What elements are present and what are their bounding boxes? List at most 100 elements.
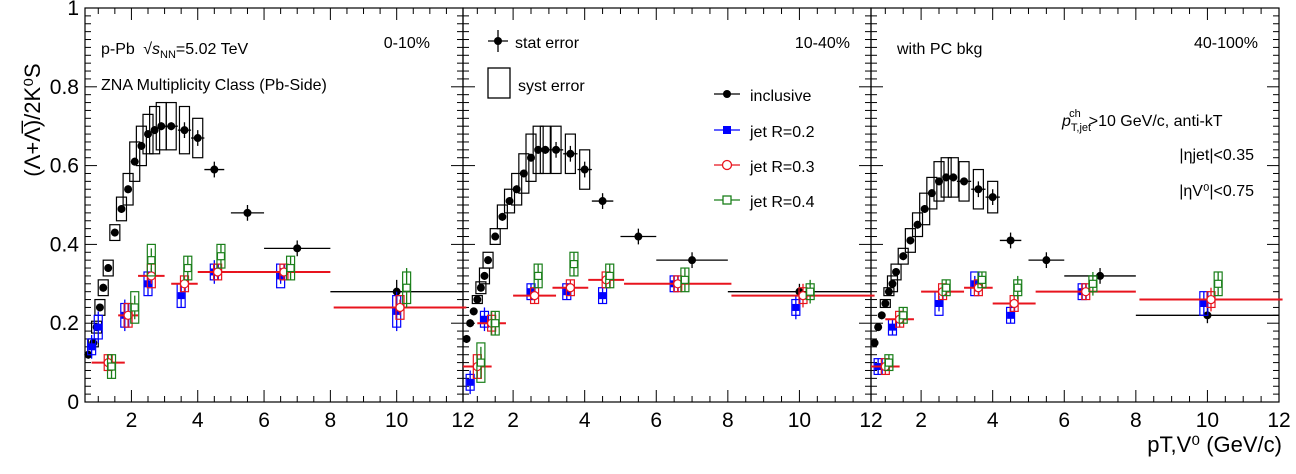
data-point xyxy=(193,134,202,143)
legend-inclusive-label: inclusive xyxy=(750,88,811,105)
x-tick-label: 12 xyxy=(1267,409,1290,432)
x-tick-label: 4 xyxy=(987,409,999,432)
data-point xyxy=(1009,298,1019,309)
panel-2-legend: stat error syst error 10-40% inclusive j… xyxy=(487,30,850,211)
x-tick-label: 6 xyxy=(650,409,662,432)
legend-jet03-label: jet R=0.3 xyxy=(749,159,815,176)
syst-box xyxy=(149,105,161,155)
data-point xyxy=(505,197,514,206)
data-point xyxy=(88,343,96,351)
panel-1-labels: p-Pb √sNN=5.02 TeV ZNA Multiplicity Clas… xyxy=(101,35,430,94)
jet-eta-cut-label: |ηjet|<0.35 xyxy=(1179,147,1254,164)
data-point xyxy=(599,292,607,300)
series-jet-r-0-4 xyxy=(106,243,412,379)
syst-box xyxy=(518,153,530,194)
data-point xyxy=(605,271,614,281)
syst-box xyxy=(525,133,537,182)
data-point xyxy=(899,311,908,320)
data-point xyxy=(960,177,969,186)
x-tick-label: 10 xyxy=(1196,409,1219,432)
data-point xyxy=(1007,311,1015,319)
data-point xyxy=(870,338,879,347)
legend-stat-entry: stat error xyxy=(488,30,580,52)
data-point xyxy=(180,126,189,135)
data-point xyxy=(527,153,535,162)
x-tick-label: 12 xyxy=(859,409,882,432)
data-point xyxy=(476,358,485,367)
data-point xyxy=(935,300,943,307)
data-point xyxy=(157,122,166,131)
data-point xyxy=(137,141,146,150)
data-point xyxy=(888,279,897,288)
syst-box xyxy=(933,161,945,202)
data-point xyxy=(469,307,478,316)
data-point xyxy=(293,244,302,253)
data-point xyxy=(977,275,987,284)
system-label: p-Pb √sNN=5.02 TeV xyxy=(101,41,248,61)
data-point xyxy=(491,319,500,328)
data-point xyxy=(566,149,575,158)
jet-pt-cut-label: pT,jetch >10 GeV/c, anti-kT xyxy=(1061,108,1223,134)
y-tick-label: 0.8 xyxy=(50,76,79,99)
data-point xyxy=(974,185,983,194)
data-point xyxy=(1013,283,1022,292)
data-point xyxy=(95,303,104,312)
x-tick-label: 12 xyxy=(451,409,474,432)
data-point xyxy=(942,173,951,182)
data-point xyxy=(395,302,405,313)
data-point xyxy=(466,319,475,328)
data-point xyxy=(476,283,485,292)
data-point xyxy=(286,263,295,273)
data-point xyxy=(123,310,133,320)
bkg-label: with PC bkg xyxy=(896,41,982,58)
data-point xyxy=(680,275,689,284)
data-point xyxy=(402,283,411,292)
data-point xyxy=(147,256,156,265)
data-point xyxy=(580,165,589,174)
syst-box xyxy=(926,176,938,210)
data-point xyxy=(927,189,936,198)
y-tick-label: 1 xyxy=(67,0,79,20)
data-point xyxy=(884,358,893,367)
data-point xyxy=(480,315,488,323)
data-point xyxy=(541,145,550,154)
data-point xyxy=(899,252,908,261)
x-tick-label: 8 xyxy=(722,409,734,432)
data-point xyxy=(210,165,219,174)
syst-box xyxy=(115,196,128,222)
syst-box xyxy=(135,125,147,167)
data-point xyxy=(888,323,896,331)
data-point xyxy=(484,256,493,265)
x-tick-label: 10 xyxy=(788,409,811,432)
y-tick-label: 0.4 xyxy=(50,233,80,256)
data-point xyxy=(565,283,575,293)
legend-jet04-entry: jet R=0.4 xyxy=(714,194,815,211)
legend-stat-label: stat error xyxy=(515,35,580,52)
data-point xyxy=(117,204,126,213)
syst-box xyxy=(122,172,134,206)
data-point xyxy=(498,212,507,221)
x-axis-title: pT,V⁰ (GeV/c) xyxy=(1147,432,1282,457)
data-point xyxy=(473,295,482,304)
data-point xyxy=(466,378,474,386)
x-tick-label: 2 xyxy=(507,409,519,432)
legend-jet04-label: jet R=0.4 xyxy=(749,194,815,211)
syst-box xyxy=(482,251,494,269)
data-point xyxy=(874,323,883,332)
centrality-label-3: 40-100% xyxy=(1194,35,1258,52)
syst-box xyxy=(496,204,508,230)
data-point xyxy=(462,334,471,343)
data-point xyxy=(177,292,185,300)
x-tick-label: 4 xyxy=(579,409,591,432)
data-point xyxy=(1096,271,1105,280)
series-inclusive xyxy=(870,157,1279,347)
data-point xyxy=(529,291,540,301)
data-point xyxy=(688,256,697,265)
syst-box xyxy=(129,141,141,182)
series-jet-r-0-2 xyxy=(465,275,801,395)
data-point xyxy=(892,267,901,276)
legend-jet02-entry: jet R=0.2 xyxy=(714,124,815,141)
syst-box xyxy=(142,113,154,155)
data-point xyxy=(949,173,958,182)
